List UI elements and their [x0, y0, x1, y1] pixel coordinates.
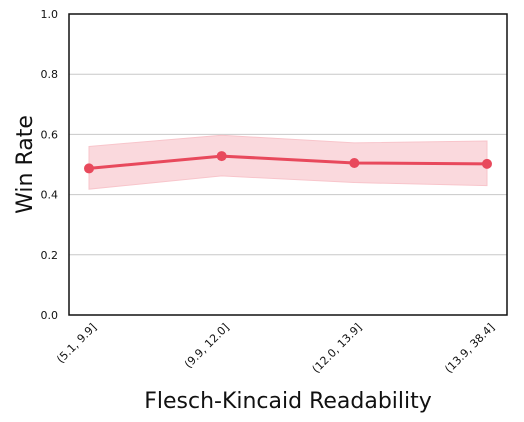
data-point [482, 158, 492, 169]
y-tick-label: 0.2 [41, 249, 59, 262]
plot-frame [68, 13, 508, 316]
x-tick-label: (13.9, 38.4] [442, 321, 497, 376]
y-tick-label: 0.6 [41, 128, 59, 141]
y-tick-label: 1.0 [41, 8, 59, 21]
x-tick-label: (5.1, 9.9] [54, 321, 99, 366]
x-axis-title: Flesch-Kincaid Readability [144, 389, 432, 414]
y-axis-title: Win Rate [13, 115, 38, 214]
data-point [216, 151, 227, 162]
series-points [84, 151, 492, 174]
confidence-band [88, 134, 488, 190]
y-tick-label: 0.4 [41, 189, 59, 202]
x-tick-label: (9.9, 12.0] [182, 321, 232, 371]
x-tick-label: (12.0, 13.9] [310, 321, 365, 376]
data-point [349, 157, 360, 168]
series-line [88, 154, 488, 170]
data-point [84, 163, 94, 174]
x-tick-labels: (5.1, 9.9] (9.9, 12.0] (12.0, 13.9] (13.9, … [54, 321, 497, 376]
y-tick-label: 0.0 [41, 309, 59, 322]
y-tick-label: 0.8 [41, 68, 59, 81]
y-tick-labels: 0.0 0.2 0.4 0.6 0.8 1.0 [41, 8, 59, 322]
